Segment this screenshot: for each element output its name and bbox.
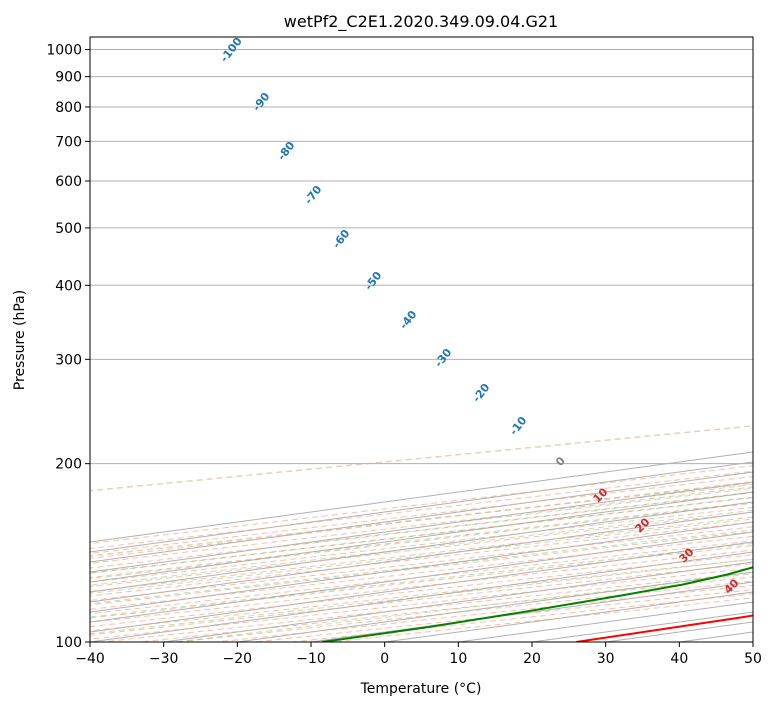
x-tick-label: 40 — [670, 651, 688, 667]
isotherm-gridline — [90, 451, 753, 543]
y-tick-label: 1000 — [46, 43, 82, 59]
y-axis-title: Pressure (hPa) — [12, 290, 28, 390]
grid-lines — [90, 49, 753, 642]
x-tick-label: −20 — [223, 651, 253, 667]
y-tick-label: 200 — [55, 457, 82, 473]
isotherm-gridline — [90, 511, 753, 603]
y-tick-label: 400 — [55, 278, 82, 294]
isotherm-gridline — [90, 521, 753, 613]
y-tick-label: 300 — [55, 352, 82, 368]
x-tick-label: 30 — [597, 651, 615, 667]
isotherm-gridline — [90, 491, 753, 583]
plot-frame — [89, 36, 754, 643]
isotherm-gridline — [90, 481, 753, 573]
x-axis-ticks: −40 −30 −20 −10 0 10 20 30 40 50 — [75, 642, 762, 667]
y-tick-label: 500 — [55, 221, 82, 237]
x-tick-label: −10 — [296, 651, 326, 667]
x-tick-label: 10 — [449, 651, 467, 667]
chart-title: wetPf2_C2E1.2020.349.09.04.G21 — [284, 12, 558, 32]
x-tick-label: −30 — [149, 651, 179, 667]
x-axis-title: Temperature (°C) — [360, 681, 482, 697]
y-axis-ticks: 1000 900 800 700 600 500 400 300 200 100 — [46, 43, 90, 651]
isotherm-gridline — [90, 471, 753, 563]
y-tick-label: 600 — [55, 174, 82, 190]
isotherm-gridline — [90, 461, 753, 553]
x-tick-label: 50 — [744, 651, 762, 667]
y-tick-label: 700 — [55, 134, 82, 150]
x-tick-label: 20 — [523, 651, 541, 667]
y-tick-label: 100 — [55, 635, 82, 651]
isotherm-gridline — [90, 501, 753, 593]
isotherm-gridline — [90, 531, 753, 623]
x-tick-label: −40 — [75, 651, 105, 667]
y-tick-label: 900 — [55, 70, 82, 86]
y-tick-label: 800 — [55, 100, 82, 116]
x-tick-label: 0 — [380, 651, 389, 667]
